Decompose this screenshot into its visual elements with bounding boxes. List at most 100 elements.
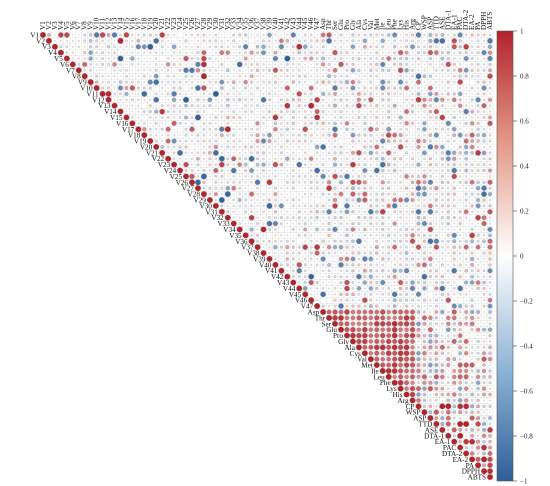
grid-cell	[75, 49, 82, 56]
correlation-circle	[243, 56, 248, 61]
correlation-circle	[232, 198, 235, 202]
correlation-circle	[476, 233, 480, 237]
correlation-circle	[393, 62, 397, 66]
correlation-circle	[447, 117, 449, 118]
correlation-circle	[387, 211, 390, 213]
correlation-circle	[244, 33, 248, 37]
correlation-circle	[101, 81, 104, 84]
correlation-circle	[363, 157, 367, 160]
correlation-circle	[245, 122, 247, 125]
correlation-circle	[381, 168, 385, 173]
correlation-circle	[297, 74, 301, 78]
correlation-circle	[392, 132, 397, 138]
correlation-circle	[250, 151, 253, 155]
correlation-circle	[405, 128, 408, 131]
correlation-circle	[298, 87, 300, 89]
correlation-circle	[130, 56, 135, 61]
correlation-circle	[381, 192, 385, 196]
correlation-circle	[340, 134, 342, 136]
correlation-circle	[274, 46, 277, 48]
correlation-circle	[249, 74, 254, 79]
correlation-circle	[196, 33, 200, 37]
correlation-circle	[172, 63, 176, 66]
correlation-circle	[328, 57, 331, 60]
correlation-circle	[279, 162, 284, 167]
grid-cell	[445, 302, 452, 310]
correlation-circle	[465, 104, 468, 107]
correlation-circle	[161, 86, 164, 90]
correlation-circle	[304, 210, 307, 213]
correlation-circle	[143, 98, 146, 101]
correlation-circle	[481, 103, 487, 109]
correlation-circle	[262, 204, 265, 207]
correlation-circle	[292, 211, 295, 213]
correlation-circle	[434, 91, 439, 96]
correlation-circle	[262, 240, 265, 243]
correlation-circle	[303, 157, 307, 161]
correlation-circle	[487, 50, 493, 55]
correlation-circle	[107, 86, 110, 90]
correlation-circle	[251, 46, 252, 48]
correlation-circle	[112, 62, 117, 67]
correlation-circle	[256, 86, 259, 90]
correlation-circle	[471, 175, 474, 178]
correlation-circle	[427, 179, 433, 185]
correlation-circle	[184, 39, 188, 43]
correlation-circle	[220, 69, 223, 72]
correlation-circle	[333, 216, 337, 220]
correlation-circle	[196, 98, 200, 102]
correlation-circle	[428, 109, 433, 114]
correlation-circle	[463, 67, 469, 73]
correlation-circle	[316, 128, 319, 131]
correlation-circle	[352, 116, 354, 119]
correlation-circle	[279, 98, 283, 102]
correlation-circle	[304, 87, 306, 89]
correlation-circle	[453, 51, 456, 54]
correlation-circle	[267, 132, 272, 138]
correlation-circle	[113, 75, 116, 78]
correlation-circle	[410, 174, 415, 178]
grid-cell	[314, 273, 321, 280]
correlation-circle	[435, 45, 438, 48]
correlation-circle	[161, 92, 164, 95]
correlation-circle	[155, 134, 158, 137]
correlation-circle	[197, 75, 199, 77]
correlation-circle	[309, 51, 313, 55]
correlation-circle	[429, 69, 431, 71]
correlation-circle	[441, 75, 444, 78]
correlation-circle	[178, 92, 182, 96]
correlation-circle	[315, 144, 320, 150]
correlation-circle	[280, 87, 283, 89]
correlation-circle	[334, 181, 336, 183]
correlation-circle	[296, 161, 302, 168]
correlation-circle	[155, 57, 158, 60]
correlation-circle	[244, 216, 247, 219]
correlation-circle	[220, 63, 224, 66]
correlation-circle	[316, 163, 319, 166]
correlation-circle	[482, 198, 486, 202]
correlation-circle	[350, 161, 356, 168]
correlation-circle	[83, 51, 87, 55]
correlation-circle	[477, 210, 480, 213]
correlation-circle	[440, 204, 444, 208]
correlation-circle	[410, 110, 415, 114]
correlation-circle	[364, 81, 366, 83]
correlation-circle	[316, 234, 318, 236]
correlation-circle	[304, 193, 307, 196]
correlation-circle	[94, 32, 100, 38]
correlation-circle	[333, 74, 337, 78]
correlation-circle	[422, 97, 427, 102]
correlation-circle	[369, 157, 373, 160]
correlation-circle	[322, 234, 324, 236]
correlation-circle	[149, 57, 151, 60]
correlation-circle	[475, 186, 481, 191]
correlation-circle	[119, 92, 122, 96]
correlation-circle	[161, 81, 164, 84]
correlation-circle	[356, 150, 362, 156]
correlation-circle	[393, 239, 397, 243]
correlation-circle	[452, 68, 456, 72]
correlation-circle	[393, 210, 396, 214]
correlation-circle	[255, 121, 260, 126]
correlation-circle	[465, 63, 467, 65]
correlation-circle	[351, 122, 355, 125]
